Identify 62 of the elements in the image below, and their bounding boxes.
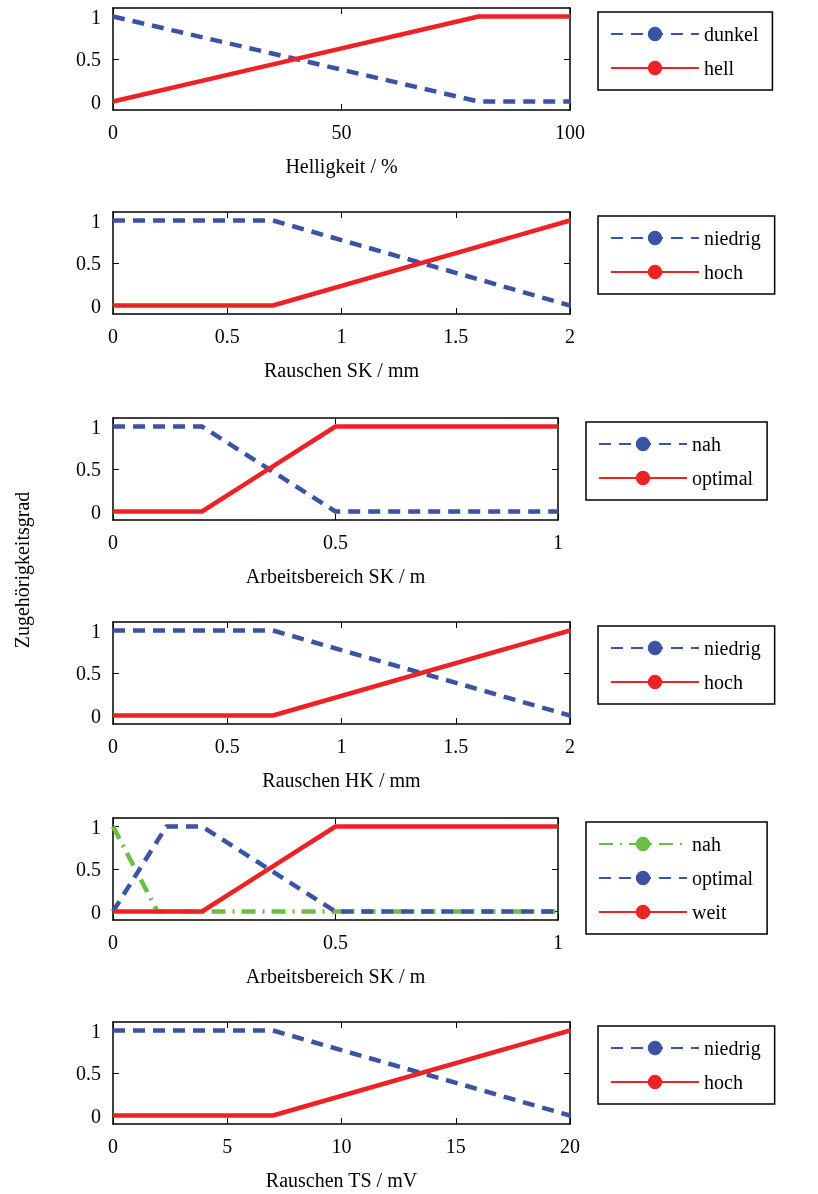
x-axis-title: Arbeitsbereich SK / m: [245, 965, 426, 987]
y-tick-label: 0.5: [76, 662, 101, 684]
x-tick-label: 0: [108, 325, 118, 347]
y-tick-label: 0.5: [76, 458, 101, 480]
y-tick-label: 0: [91, 500, 101, 523]
legend-label: niedrig: [704, 227, 761, 250]
x-tick-label: 0.5: [323, 931, 348, 953]
legend-label: optimal: [692, 867, 754, 890]
y-tick-label: 0.5: [76, 252, 101, 274]
x-tick-label: 5: [222, 1135, 233, 1157]
x-tick-label: 15: [445, 1135, 466, 1157]
y-tick-label: 1: [91, 1019, 101, 1042]
x-axis-title: Rauschen TS / mV: [265, 1169, 418, 1191]
x-tick-label: 1: [336, 325, 347, 347]
x-tick-label: 50: [331, 121, 352, 143]
legend-label: niedrig: [704, 637, 761, 660]
x-tick-label: 0: [108, 735, 118, 757]
y-tick-label: 0.5: [76, 48, 101, 70]
legend-label: dunkel: [704, 23, 759, 45]
legend-label: hoch: [704, 261, 743, 283]
legend-label: weit: [692, 901, 727, 923]
x-tick-label: 0.5: [214, 325, 240, 347]
x-tick-label: 0: [108, 931, 118, 953]
y-tick-label: 0: [91, 704, 101, 727]
x-tick-label: 0: [108, 121, 118, 143]
x-tick-label: 2: [565, 325, 575, 347]
y-tick-label: 0.5: [76, 858, 101, 880]
legend-label: hell: [704, 57, 735, 79]
x-axis-title: Helligkeit / %: [285, 155, 398, 178]
y-tick-label: 0: [91, 900, 101, 923]
x-axis-title: Arbeitsbereich SK / m: [245, 565, 426, 587]
legend-label: niedrig: [704, 1037, 761, 1060]
y-tick-label: 0: [91, 1104, 101, 1127]
x-axis-title: Rauschen HK / mm: [262, 769, 422, 791]
y-tick-label: 1: [91, 815, 101, 838]
legend-label: nah: [692, 833, 721, 855]
x-tick-label: 100: [555, 121, 585, 143]
legend-label: hoch: [704, 1071, 743, 1093]
x-tick-label: 0: [108, 1135, 118, 1157]
y-tick-label: 1: [91, 209, 101, 232]
x-tick-label: 0: [108, 531, 118, 553]
x-tick-label: 10: [331, 1135, 352, 1157]
y-tick-label: 1: [91, 415, 101, 438]
x-tick-label: 2: [565, 735, 575, 757]
x-tick-label: 0.5: [214, 735, 240, 757]
x-tick-label: 1.5: [443, 735, 469, 757]
x-tick-label: 1: [336, 735, 347, 757]
x-tick-label: 20: [560, 1135, 580, 1157]
y-tick-label: 0: [91, 90, 101, 113]
y-tick-label: 1: [91, 619, 101, 642]
y-axis-title: Zugehörigkeitsgrad: [10, 491, 34, 649]
x-axis-title: Rauschen SK / mm: [264, 359, 420, 381]
x-tick-label: 0.5: [323, 531, 348, 553]
legend-label: optimal: [692, 467, 754, 490]
y-tick-label: 1: [91, 5, 101, 28]
y-tick-label: 0: [91, 294, 101, 317]
x-tick-label: 1: [553, 931, 563, 953]
x-tick-label: 1.5: [443, 325, 469, 347]
legend-label: hoch: [704, 671, 743, 693]
legend-label: nah: [692, 433, 721, 455]
y-tick-label: 0.5: [76, 1062, 101, 1084]
x-tick-label: 1: [553, 531, 563, 553]
